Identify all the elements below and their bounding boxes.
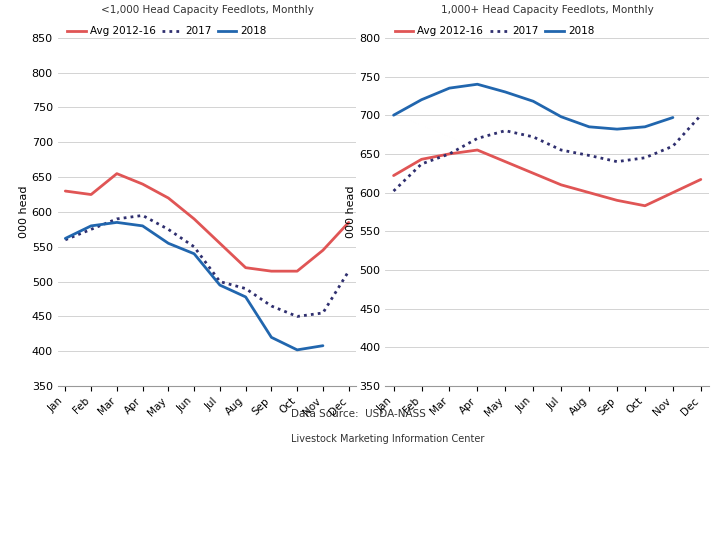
Text: 1,000+ Head Capacity Feedlots, Monthly: 1,000+ Head Capacity Feedlots, Monthly	[441, 5, 654, 15]
Text: <1,000 Head Capacity Feedlots, Monthly: <1,000 Head Capacity Feedlots, Monthly	[101, 5, 313, 15]
Legend: Avg 2012-16, 2017, 2018: Avg 2012-16, 2017, 2018	[390, 22, 598, 40]
Text: IOWA STATE UNIVERSITY: IOWA STATE UNIVERSITY	[22, 482, 299, 501]
Legend: Avg 2012-16, 2017, 2018: Avg 2012-16, 2017, 2018	[63, 22, 271, 40]
Text: Extension and Outreach/Department of Economics: Extension and Outreach/Department of Eco…	[22, 516, 305, 526]
Y-axis label: 000 head: 000 head	[19, 186, 29, 238]
Text: Ag Decision Maker: Ag Decision Maker	[522, 491, 698, 509]
Y-axis label: 000 head: 000 head	[346, 186, 356, 238]
Text: Livestock Marketing Information Center: Livestock Marketing Information Center	[291, 434, 485, 444]
Text: Data Source:  USDA-NASS: Data Source: USDA-NASS	[291, 409, 426, 419]
